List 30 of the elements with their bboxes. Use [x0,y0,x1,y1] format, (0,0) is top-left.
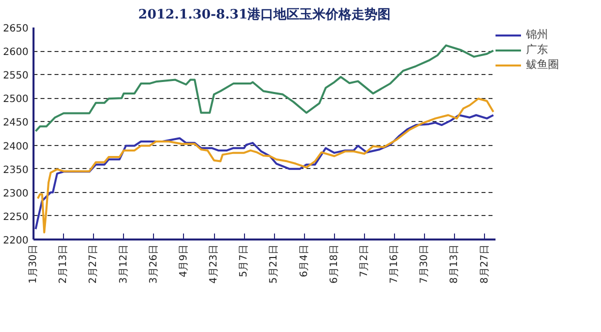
y-tick-label: 2350 [3,164,29,176]
y-tick-label: 2300 [3,188,29,200]
x-tick-label: 2月27日 [88,244,100,284]
x-tick-label: 1月30日 [28,244,39,284]
x-tick-label: 7月30日 [419,244,430,284]
x-tick-label: 4月23日 [208,244,220,284]
x-tick-label: 6月18日 [328,244,340,284]
x-tick-label: 3月12日 [118,244,130,284]
y-tick-label: 2250 [3,212,29,223]
x-tick-label: 8月13日 [449,244,460,284]
x-tick-label: 8月27日 [479,244,490,284]
y-tick-label: 2450 [3,118,29,129]
x-tick-label: 7月2日 [358,244,370,278]
chart-title: 2012.1.30-8.31港口地区玉米价格走势图 [138,6,391,22]
x-tick-label: 7月16日 [389,244,400,284]
y-tick-label: 2650 [3,24,29,34]
legend-label: 广东 [526,42,548,57]
x-tick-label: 6月4日 [298,244,310,278]
y-tick-label: 2200 [3,236,29,246]
x-tick-label: 5月7日 [238,244,250,278]
y-tick-label: 2500 [3,94,29,106]
y-tick-label: 2600 [3,47,29,58]
legend-label: 锦州 [526,27,548,42]
x-tick-label: 4月9日 [178,244,190,278]
y-tick-label: 2550 [3,70,29,82]
legend-label: 鲅鱼圈 [526,57,559,72]
y-tick-label: 2400 [3,141,29,152]
x-tick-label: 5月21日 [268,244,280,284]
x-tick-label: 2月13日 [58,244,70,284]
x-tick-label: 3月26日 [148,244,160,284]
